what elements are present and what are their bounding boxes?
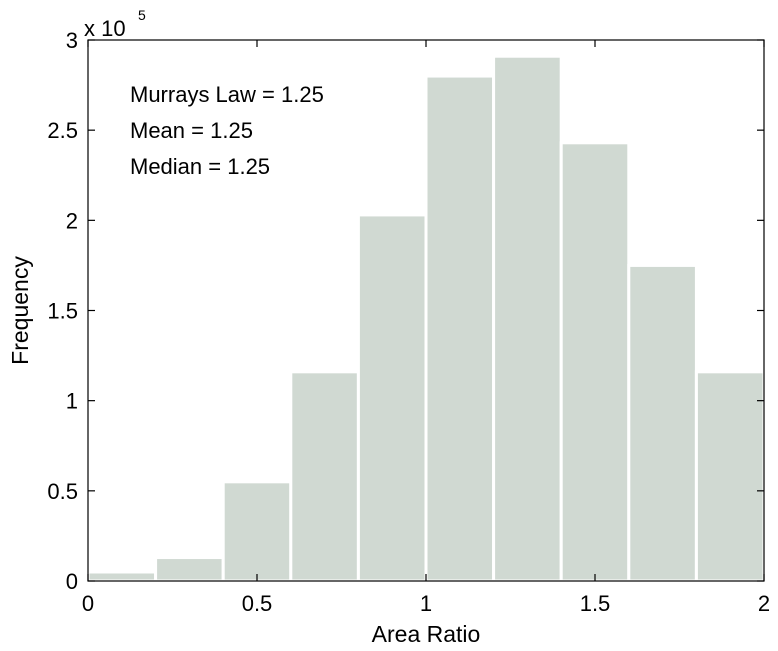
y-tick-label-6: 3	[66, 28, 78, 53]
y-scale-multiplier: x 10	[84, 16, 126, 41]
x-tick-label-0: 0	[82, 591, 94, 616]
histogram-bar-5	[424, 74, 496, 583]
histogram-bar-4	[356, 213, 428, 583]
y-tick-label-5: 2.5	[47, 118, 78, 143]
histogram-bar-8	[627, 263, 698, 583]
y-tick-label-2: 1	[66, 389, 78, 414]
x-tick-label-1: 0.5	[242, 591, 273, 616]
ticks-group	[87, 39, 765, 582]
y-scale-exponent: 5	[138, 7, 146, 23]
y-axis-label: Frequency	[7, 256, 33, 365]
annotation-murrays-law: Murrays Law = 1.25	[130, 82, 324, 107]
annotation-median: Median = 1.25	[130, 154, 270, 179]
y-tick-label-3: 1.5	[47, 299, 78, 324]
x-tick-label-2: 1	[420, 591, 432, 616]
histogram-bar-2	[221, 480, 293, 583]
histogram-bar-0	[86, 570, 158, 583]
y-tick-label-1: 0.5	[47, 479, 78, 504]
histogram-bar-7	[559, 141, 631, 583]
histogram-bar-1	[154, 556, 225, 583]
y-tick-label-4: 2	[66, 208, 78, 233]
x-axis-label: Area Ratio	[372, 621, 481, 647]
annotation-mean: Mean = 1.25	[130, 118, 253, 143]
x-tick-label-3: 1.5	[580, 591, 611, 616]
histogram-bar-9	[694, 370, 766, 583]
x-tick-label-4: 2	[758, 591, 770, 616]
y-tick-label-0: 0	[66, 569, 78, 594]
tick-labels-group: 0 0.5 1 1.5 2 0 0.5 1 1.5 2 2.5 3	[47, 28, 770, 616]
bars-group	[86, 54, 766, 583]
histogram-bar-6	[492, 54, 563, 583]
histogram-bar-3	[289, 370, 360, 583]
